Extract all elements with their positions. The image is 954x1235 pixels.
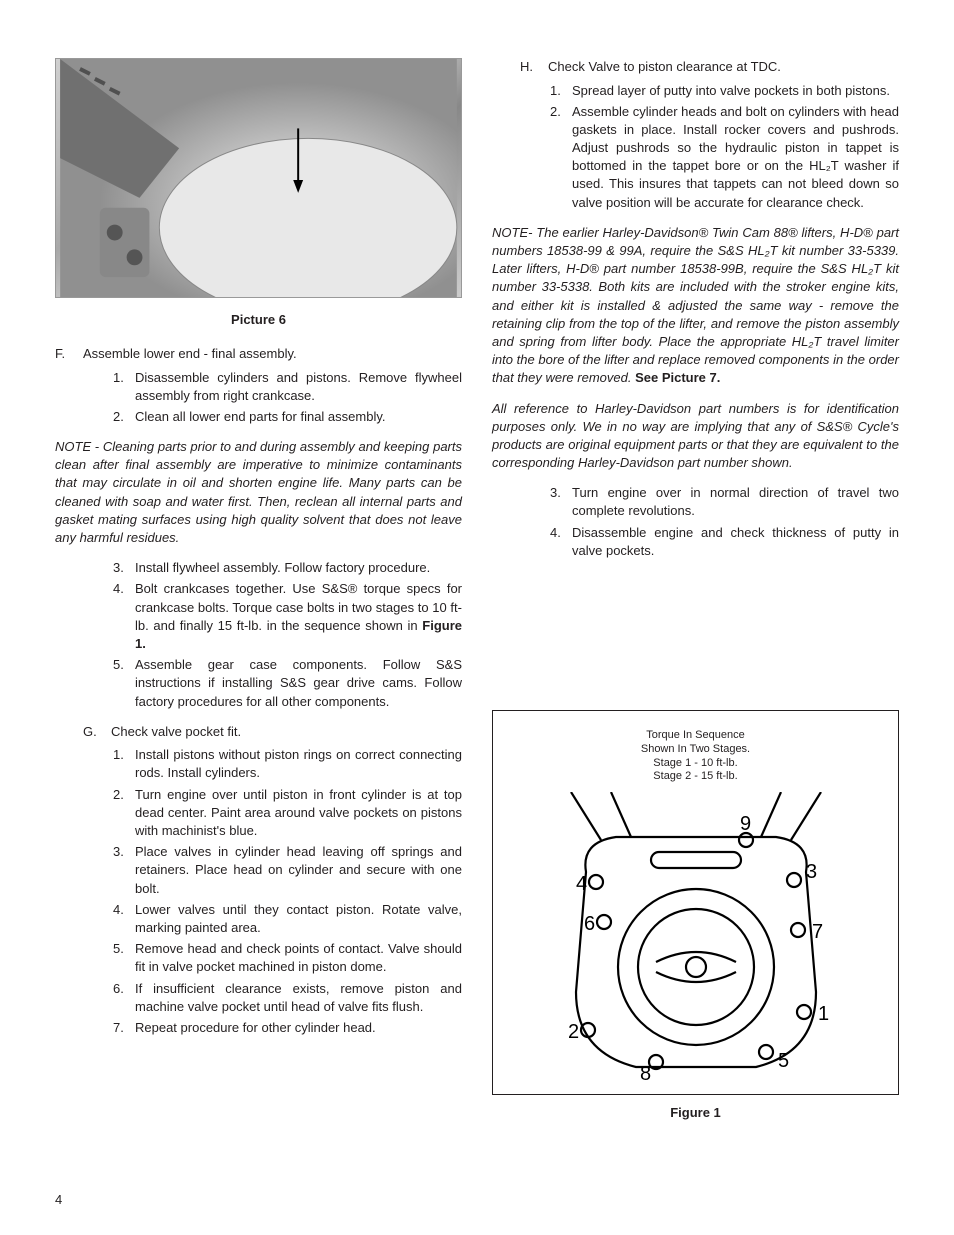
list-item: 6.If insufficient clearance exists, remo… <box>113 980 462 1016</box>
lifter-note: NOTE- The earlier Harley-Davidson® Twin … <box>492 224 899 388</box>
picture-6-image <box>55 58 462 298</box>
crankcase-diagram: 1 2 3 4 5 6 7 8 9 <box>536 792 856 1082</box>
list-item: 4.Bolt crankcases together. Use S&S® tor… <box>113 580 462 653</box>
right-column: H. Check Valve to piston clearance at TD… <box>492 58 899 1120</box>
figure-1-caption: Figure 1 <box>492 1105 899 1120</box>
list-item: 2.Clean all lower end parts for final as… <box>113 408 462 426</box>
list-item: 4.Lower valves until they contact piston… <box>113 901 462 937</box>
section-g-heading: G. Check valve pocket fit. <box>83 723 462 741</box>
list-item: 5.Assemble gear case components. Follow … <box>113 656 462 711</box>
left-column: Picture 6 F. Assemble lower end - final … <box>55 58 462 1120</box>
section-f-list-a: 1.Disassemble cylinders and pistons. Rem… <box>113 369 462 427</box>
section-f-list-b: 3.Install flywheel assembly. Follow fact… <box>113 559 462 711</box>
bolt-label: 4 <box>576 873 587 895</box>
list-item: 3.Place valves in cylinder head leaving … <box>113 843 462 898</box>
list-item: 2.Assemble cylinder heads and bolt on cy… <box>550 103 899 212</box>
section-title: Check valve pocket fit. <box>111 723 462 741</box>
section-title: Check Valve to piston clearance at TDC. <box>548 58 899 76</box>
list-item: 2.Turn engine over until piston in front… <box>113 786 462 841</box>
engine-photo-placeholder <box>56 59 461 297</box>
cleaning-note: NOTE - Cleaning parts prior to and durin… <box>55 438 462 547</box>
bolt-label: 7 <box>812 921 823 943</box>
list-item: 1.Spread layer of putty into valve pocke… <box>550 82 899 100</box>
list-item: 3.Install flywheel assembly. Follow fact… <box>113 559 462 577</box>
bolt-label: 6 <box>584 913 595 935</box>
list-item: 1.Disassemble cylinders and pistons. Rem… <box>113 369 462 405</box>
bolt-label: 2 <box>568 1021 579 1043</box>
list-item: 5.Remove head and check points of contac… <box>113 940 462 976</box>
picture-6-caption: Picture 6 <box>55 312 462 327</box>
bolt-label: 1 <box>818 1003 829 1025</box>
figure-1-box: Torque In Sequence Shown In Two Stages. … <box>492 710 899 1095</box>
section-title: Assemble lower end - final assembly. <box>83 345 462 363</box>
disclaimer-note: All reference to Harley-Davidson part nu… <box>492 400 899 473</box>
list-item: 1.Install pistons without piston rings o… <box>113 746 462 782</box>
bolt-label: 3 <box>806 861 817 883</box>
section-h-heading: H. Check Valve to piston clearance at TD… <box>520 58 899 76</box>
bolt-label: 5 <box>778 1050 789 1072</box>
section-f-heading: F. Assemble lower end - final assembly. <box>55 345 462 363</box>
bolt-label: 9 <box>740 813 751 835</box>
picture-7-ref: See Picture 7. <box>635 370 720 385</box>
bolt-label: 8 <box>640 1063 651 1082</box>
section-h-list-a: 1.Spread layer of putty into valve pocke… <box>550 82 899 212</box>
section-g-list: 1.Install pistons without piston rings o… <box>113 746 462 1037</box>
list-item: 4.Disassemble engine and check thickness… <box>550 524 899 560</box>
torque-sequence-text: Torque In Sequence Shown In Two Stages. … <box>513 729 878 784</box>
list-item: 7.Repeat procedure for other cylinder he… <box>113 1019 462 1037</box>
section-letter: G. <box>83 723 111 741</box>
section-letter: H. <box>520 58 548 76</box>
list-item: 3.Turn engine over in normal direction o… <box>550 484 899 520</box>
section-h-list-b: 3.Turn engine over in normal direction o… <box>550 484 899 560</box>
page-number: 4 <box>55 1192 62 1207</box>
section-letter: F. <box>55 345 83 363</box>
